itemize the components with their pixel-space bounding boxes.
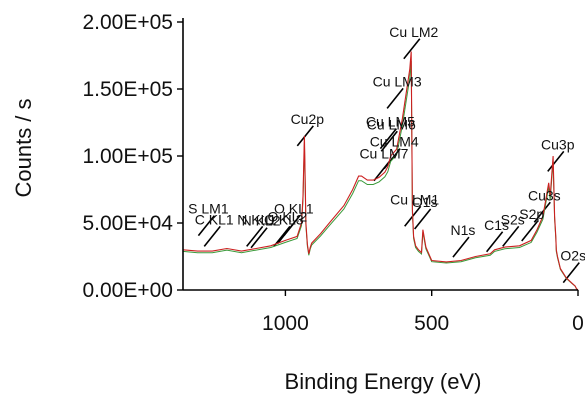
peak-label: Cu3s (528, 187, 561, 203)
y-tick-label: 5.00E+04 (82, 212, 173, 235)
peak-marker (276, 223, 295, 245)
peak-label: N1s (451, 222, 476, 238)
peak-label: Cu LM4 (370, 134, 419, 150)
peak-marker (533, 201, 551, 223)
y-tick-label: 1.50E+05 (82, 78, 173, 101)
peak-marker (250, 227, 268, 249)
peak-label: C1s (484, 217, 509, 233)
axis-ticks: 0.00E+00 5.00E+04 1.00E+05 1.50E+05 2.00E+05… (82, 11, 583, 335)
peak-marker (373, 160, 391, 182)
peak-label: C KL1 (195, 211, 234, 227)
y-tick-label: 0.00E+00 (82, 279, 173, 302)
spectrum-series (182, 51, 579, 291)
peak-label: O KL1 (274, 201, 314, 217)
peak-marker (521, 220, 539, 242)
x-tick-label: 500 (414, 312, 449, 335)
spectrum-line (182, 51, 579, 291)
x-axis-title: Binding Energy (eV) (285, 369, 482, 394)
peak-marker (414, 208, 432, 230)
peak-marker (296, 125, 314, 147)
peak-label: Cu LM7 (359, 146, 408, 162)
peak-label: N KL1 (237, 211, 276, 227)
y-tick-label: 2.00E+05 (82, 11, 173, 34)
peak-label: Cu3p (541, 136, 575, 152)
x-tick-label: 1000 (262, 312, 309, 335)
y-tick-label: 1.00E+05 (82, 145, 173, 168)
peak-marker (502, 225, 520, 247)
peak-marker (273, 225, 291, 247)
peak-label: S2p (519, 206, 544, 222)
peak-label: Cu LM6 (367, 116, 416, 132)
peak-label: Cu LM5 (366, 114, 415, 130)
axes (182, 18, 578, 291)
peak-marker (403, 38, 421, 60)
peak-marker (562, 262, 580, 284)
peak-marker (203, 225, 221, 247)
peak-label: Cu2p (291, 111, 325, 127)
peak-label: O2s (560, 248, 585, 264)
peak-marker (452, 236, 470, 258)
peak-marker (485, 231, 504, 253)
peak-label: Cu LM3 (373, 73, 422, 89)
y-axis-title: Counts / s (11, 98, 36, 197)
peak-label: O KL3 (264, 211, 304, 227)
peak-marker (379, 128, 398, 150)
peak-marker (246, 225, 264, 247)
x-tick-label: 0 (572, 312, 584, 335)
peak-label: Cu LM1 (390, 191, 439, 207)
peak-marker (547, 150, 565, 172)
peak-marker (380, 130, 398, 152)
peak-label: O1s (412, 194, 438, 210)
peak-marker (197, 215, 216, 237)
peak-label: Cu LM2 (389, 24, 438, 40)
peak-label: O KL2 (268, 209, 308, 225)
peak-marker (386, 87, 404, 109)
peak-markers (197, 38, 580, 284)
peak-label: S2s (501, 211, 525, 227)
peak-label: N KL2 (242, 213, 281, 229)
peak-label: S LM1 (188, 201, 229, 217)
